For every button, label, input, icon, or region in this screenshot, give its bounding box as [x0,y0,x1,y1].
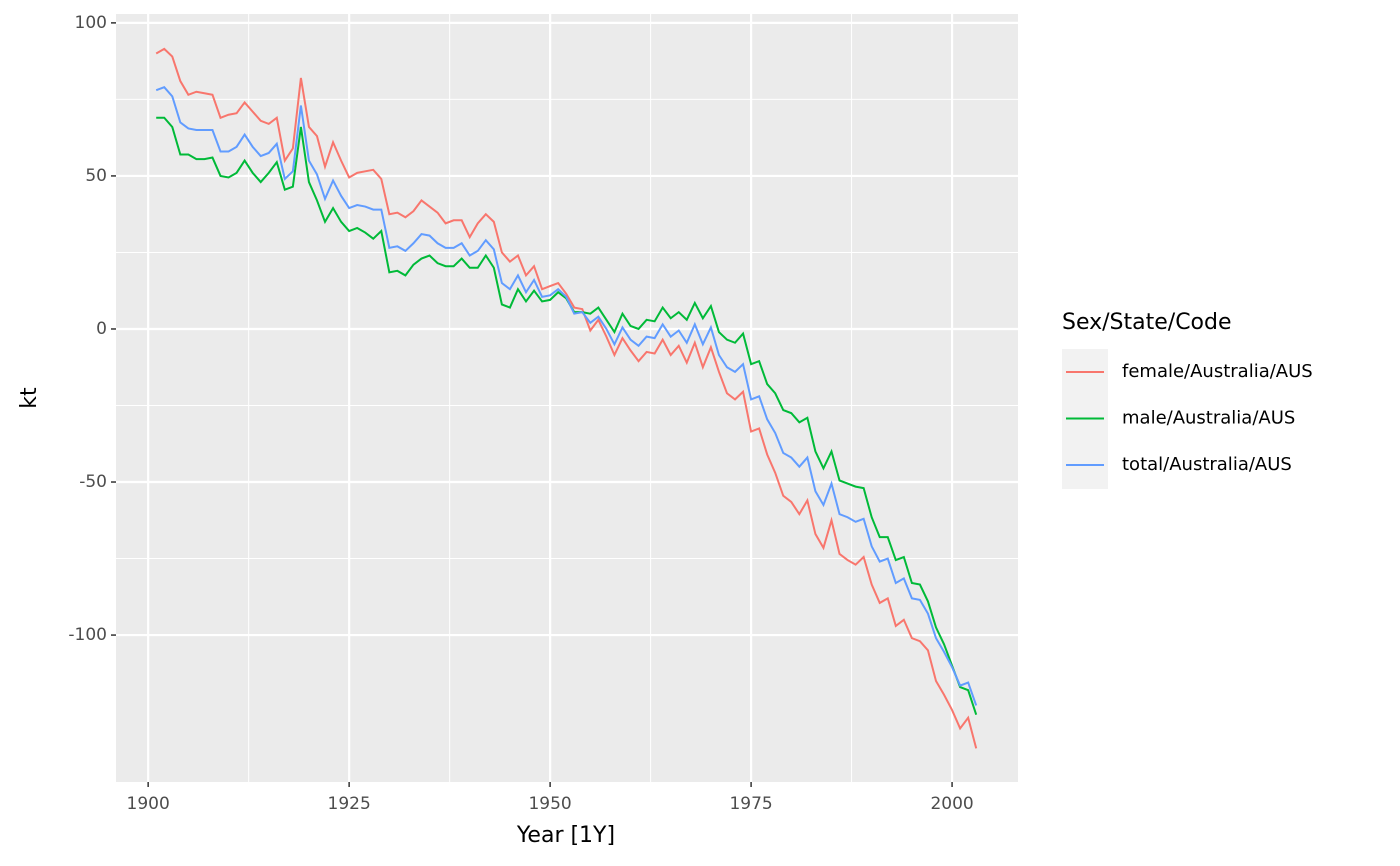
y-tick-label: -50 [79,472,107,492]
legend-label: female/Australia/AUS [1122,361,1313,382]
series-line [155,47,978,749]
legend-title: Sex/State/Code [1062,310,1232,335]
y-tick-label: 100 [75,13,107,33]
series-line [155,85,978,706]
legend-label: total/Australia/AUS [1122,454,1292,475]
x-tick-label: 2000 [930,794,973,814]
legend-label: male/Australia/AUS [1122,408,1295,429]
y-tick-label: -100 [68,625,107,645]
x-tick-label: 1900 [127,794,170,814]
y-tick-label: 0 [96,319,107,339]
panel [116,14,1018,782]
lines [155,47,978,749]
x-tick-label: 1950 [528,794,571,814]
y-axis-title: kt [17,387,42,409]
x-axis-title: Year [1Y] [516,823,615,848]
x-tick-label: 1975 [729,794,772,814]
x-tick-label: 1925 [328,794,371,814]
y-tick-label: 50 [85,166,107,186]
